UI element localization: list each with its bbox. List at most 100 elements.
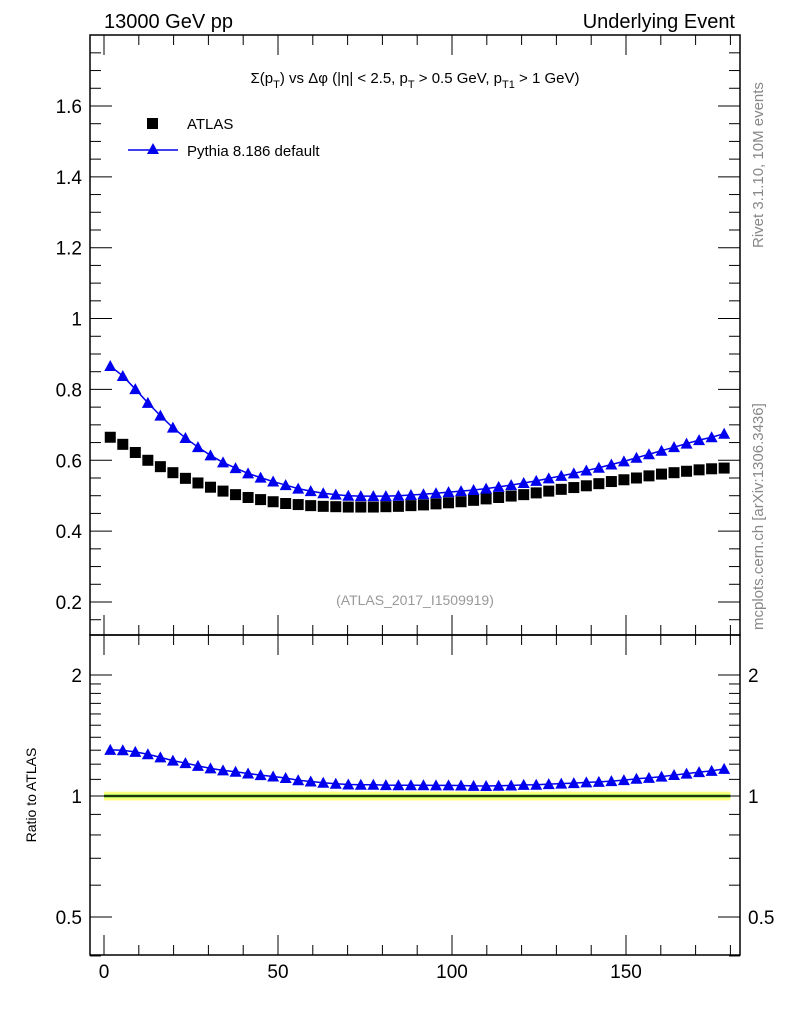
y-tick-label: 0.2 xyxy=(56,593,82,614)
atlas-point xyxy=(230,489,242,501)
atlas-point xyxy=(355,501,367,513)
ratio-point xyxy=(179,757,192,769)
ratio-point xyxy=(605,775,618,787)
ratio-point xyxy=(191,759,204,771)
pythia-point xyxy=(542,472,555,484)
atlas-point xyxy=(618,474,630,486)
ratio-point xyxy=(154,751,167,763)
ratio-point xyxy=(467,779,480,791)
pythia-point xyxy=(429,487,442,499)
ratio-point xyxy=(655,770,668,782)
pythia-point xyxy=(705,431,718,443)
pythia-point xyxy=(204,449,217,461)
pythia-point xyxy=(116,369,129,381)
ratio-point xyxy=(367,778,380,790)
atlas-point xyxy=(655,468,667,480)
atlas-point xyxy=(605,476,617,488)
ratio-point xyxy=(217,764,230,776)
y-tick-label: 1.2 xyxy=(56,239,82,260)
x-tick-label: 100 xyxy=(436,962,468,983)
pythia-point xyxy=(455,485,468,497)
atlas-point xyxy=(167,467,179,479)
pythia-point xyxy=(367,490,380,502)
legend-pythia-marker xyxy=(147,143,159,154)
ratio-point xyxy=(630,772,643,784)
pythia-point xyxy=(279,479,292,491)
pythia-point xyxy=(630,451,643,463)
pythia-point xyxy=(567,467,580,479)
atlas-point xyxy=(117,438,129,450)
pythia-point xyxy=(592,461,605,473)
pythia-point xyxy=(680,437,693,449)
pythia-point xyxy=(642,448,655,460)
x-tick-label: 50 xyxy=(267,962,288,983)
atlas-point xyxy=(480,493,492,505)
pythia-point xyxy=(530,474,543,486)
ratio-point xyxy=(141,748,154,760)
x-tick-label: 150 xyxy=(610,962,642,983)
atlas-point xyxy=(380,501,392,513)
ratio-point xyxy=(204,762,217,774)
pythia-point xyxy=(166,421,179,433)
pythia-point xyxy=(668,441,681,453)
ratio-point xyxy=(429,779,442,791)
atlas-point xyxy=(192,477,204,489)
ratio-point xyxy=(455,779,468,791)
legend: ATLAS Pythia 8.186 default xyxy=(128,116,320,160)
ratio-y-tick-label: 2 xyxy=(71,666,82,687)
ratio-point xyxy=(642,771,655,783)
atlas-point xyxy=(455,496,467,508)
atlas-point xyxy=(317,500,329,512)
pythia-point xyxy=(104,360,117,372)
ratio-point xyxy=(279,771,292,783)
atlas-point xyxy=(179,472,191,484)
pythia-point xyxy=(492,480,505,492)
ratio-reference-band xyxy=(104,791,731,801)
atlas-point xyxy=(255,494,267,506)
atlas-point xyxy=(580,480,592,492)
ratio-point xyxy=(166,754,179,766)
atlas-point xyxy=(142,454,154,466)
ratio-point xyxy=(555,777,568,789)
ratio-point xyxy=(680,767,693,779)
atlas-point xyxy=(292,499,304,511)
atlas-point xyxy=(217,485,229,497)
atlas-point xyxy=(530,487,542,499)
pythia-point xyxy=(179,431,192,443)
y-tick-label: 1 xyxy=(71,310,82,331)
atlas-point xyxy=(267,496,279,508)
ratio-point xyxy=(292,774,305,786)
atlas-point xyxy=(242,491,254,503)
pythia-point xyxy=(242,467,255,479)
ratio-point xyxy=(354,778,367,790)
atlas-point xyxy=(505,490,517,502)
ratio-point xyxy=(505,779,518,791)
atlas-point xyxy=(568,482,580,494)
pythia-point xyxy=(379,490,392,502)
pythia-point xyxy=(404,489,417,501)
ratio-point xyxy=(705,764,718,776)
header-right: Underlying Event xyxy=(583,11,736,33)
x-tick-label: 0 xyxy=(99,962,110,983)
y-tick-label: 0.8 xyxy=(56,380,82,401)
ratio-point xyxy=(317,776,330,788)
ratio-y-tick-label: 1 xyxy=(71,787,82,808)
ratio-point xyxy=(718,762,731,774)
analysis-label: (ATLAS_2017_I1509919) xyxy=(336,592,494,608)
atlas-point xyxy=(330,501,342,513)
pythia-point xyxy=(267,475,280,487)
atlas-point xyxy=(518,489,530,501)
pythia-point xyxy=(154,409,167,421)
ratio-y-tick-label-right: 0.5 xyxy=(748,908,774,929)
pythia-point xyxy=(304,485,317,497)
pythia-point xyxy=(229,462,242,474)
pythia-point xyxy=(718,427,731,439)
ratio-point xyxy=(267,770,280,782)
pythia-point xyxy=(329,488,342,500)
atlas-point xyxy=(443,497,455,509)
ratio-point xyxy=(104,743,117,755)
chart-title: Σ(pT) vs Δφ (|η| < 2.5, pT > 0.5 GeV, pT… xyxy=(251,70,580,91)
ratio-point xyxy=(668,769,681,781)
ratio-frame xyxy=(89,634,741,956)
